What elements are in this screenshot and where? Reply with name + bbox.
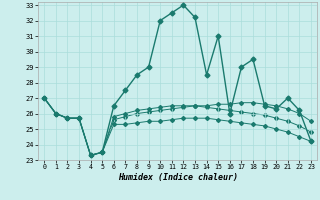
X-axis label: Humidex (Indice chaleur): Humidex (Indice chaleur) bbox=[118, 173, 238, 182]
